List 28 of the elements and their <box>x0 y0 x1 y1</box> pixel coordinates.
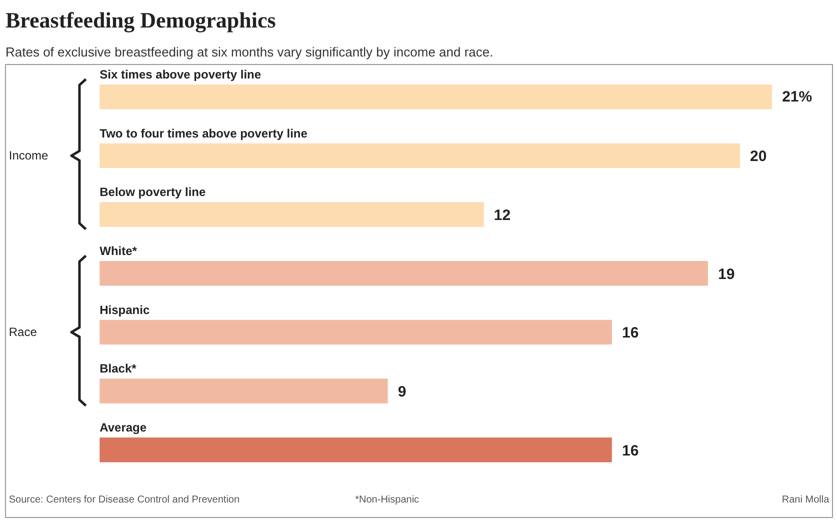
data-label: 19 <box>718 266 735 283</box>
y-tick-label: Two to four times above poverty line <box>100 126 308 140</box>
y-tick-label: White* <box>100 244 138 258</box>
data-label: 20 <box>750 148 767 166</box>
data-label: 16 <box>622 442 639 460</box>
source-note: Source: Centers for Disease Control and Prevention <box>8 494 240 506</box>
y-tick-label: Hispanic <box>100 302 150 317</box>
text: Income <box>8 148 49 163</box>
y-tick-label: Average <box>100 420 147 435</box>
text: *Non-Hispanic <box>355 494 420 506</box>
chart-subtitle: Rates of exclusive breastfeeding at six months vary significantly by income and race. <box>6 44 494 60</box>
bar <box>100 84 772 110</box>
bar <box>100 378 388 404</box>
text: Rani Molla <box>782 494 830 506</box>
bar <box>100 202 484 227</box>
bar <box>100 260 708 286</box>
data-label: 12 <box>494 207 511 224</box>
bar <box>100 143 740 168</box>
bar <box>100 320 612 345</box>
data-label: 9 <box>398 384 406 401</box>
y-tick-label: Below poverty line <box>100 185 206 200</box>
data-label: 16 <box>622 324 639 342</box>
bar <box>100 437 612 462</box>
text: Race <box>8 325 38 340</box>
y-tick-label: Black* <box>100 362 137 376</box>
y-tick-label: Six times above poverty line <box>100 68 262 82</box>
chart-title: Breastfeeding Demographics <box>6 8 276 32</box>
data-label: 21% <box>782 88 812 106</box>
